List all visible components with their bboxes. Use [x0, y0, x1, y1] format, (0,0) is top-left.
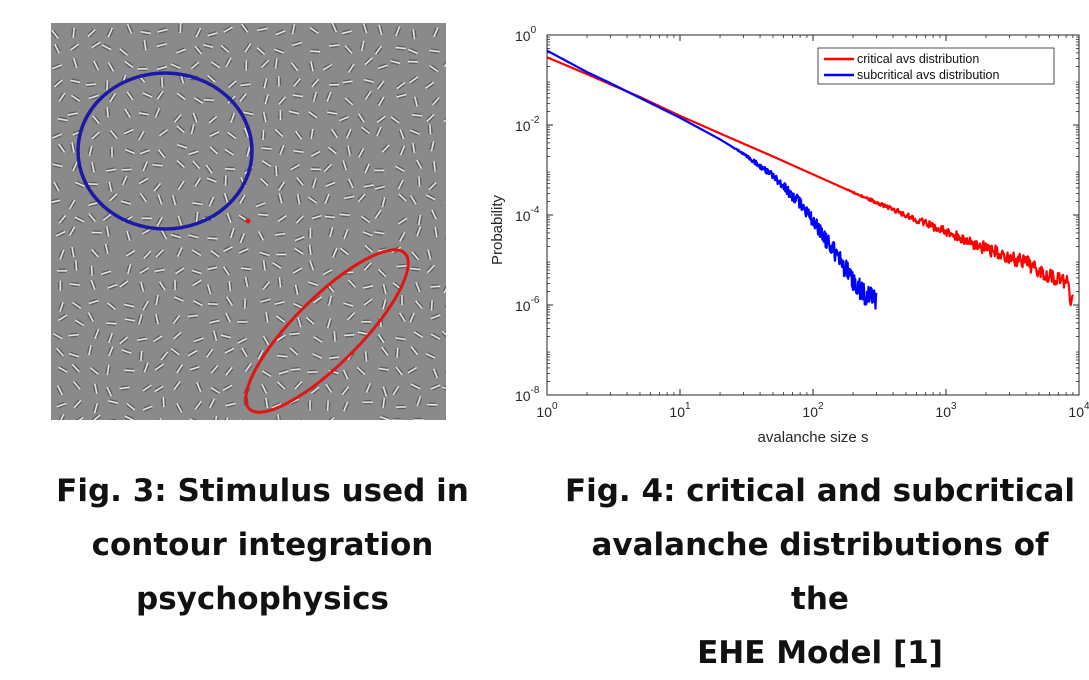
- y-tick-label: 10-4: [515, 205, 540, 224]
- y-tick-label: 100: [515, 25, 537, 44]
- contour-stimulus-image: [51, 23, 446, 420]
- y-tick-label: 10-8: [515, 385, 540, 404]
- legend-label: critical avs distribution: [857, 52, 979, 66]
- figure-3-caption: Fig. 3: Stimulus used in contour integra…: [40, 464, 485, 626]
- caption-line: psychophysics: [40, 572, 485, 626]
- y-axis-label: Probability: [489, 194, 506, 265]
- y-tick-label: 10-2: [515, 115, 540, 134]
- figure-4-caption: Fig. 4: critical and subcritical avalanc…: [560, 464, 1080, 680]
- x-tick-label: 101: [669, 401, 691, 420]
- avalanche-distribution-chart: 100 101 102 103 104 100 10-2 10-4 10-6 10-8 avalan…: [480, 20, 1089, 460]
- caption-line: EHE Model [1]: [560, 626, 1080, 680]
- y-tick-label: 10-6: [515, 295, 540, 314]
- caption-line: Fig. 4: critical and subcritical: [560, 464, 1080, 518]
- caption-line: contour integration: [40, 518, 485, 572]
- chart-legend: critical avs distribution subcritical avs…: [818, 48, 1054, 84]
- fixation-dot: [246, 219, 251, 224]
- legend-label: subcritical avs distribution: [857, 68, 999, 82]
- caption-line: Fig. 3: Stimulus used in: [40, 464, 485, 518]
- x-axis-label: avalanche size s: [758, 429, 869, 446]
- x-tick-label: 102: [802, 401, 824, 420]
- x-tick-label: 104: [1068, 401, 1089, 420]
- plot-area: [547, 35, 1079, 395]
- caption-line: avalanche distributions of the: [560, 518, 1080, 626]
- x-tick-label: 100: [536, 401, 558, 420]
- x-tick-label: 103: [935, 401, 957, 420]
